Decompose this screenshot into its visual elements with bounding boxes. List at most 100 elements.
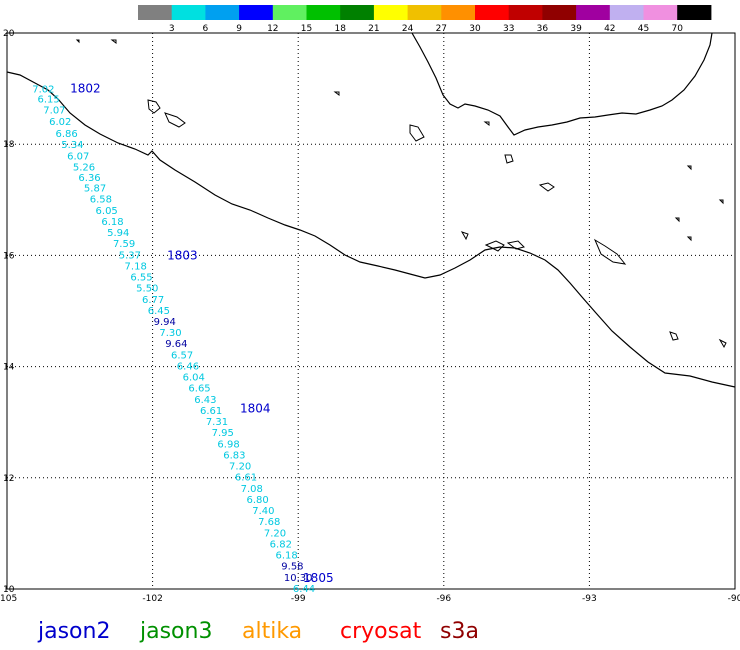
colorbar-swatch	[643, 5, 678, 20]
track-value: 6.05	[96, 206, 118, 217]
track-value: 7.31	[206, 417, 228, 428]
colorbar-swatch	[171, 5, 206, 20]
map-frame	[6, 32, 736, 590]
x-tick-label: -96	[436, 594, 451, 604]
track-value: 6.98	[217, 439, 239, 450]
pass-label: 1802	[70, 82, 101, 96]
colorbar-swatch	[542, 5, 577, 20]
track-value: 6.04	[183, 373, 205, 384]
colorbar-tick-label: 9	[236, 24, 242, 34]
track-value: 7.40	[252, 506, 274, 517]
colorbar-swatch	[306, 5, 341, 20]
track-value: 7.08	[241, 484, 263, 495]
pass-labels: 1802 1803 1804 1805	[70, 82, 334, 585]
track-value: 6.80	[246, 495, 268, 506]
x-tick-label: -105	[0, 594, 17, 604]
track-value: 6.43	[194, 395, 216, 406]
track-value: 6.65	[188, 384, 210, 395]
legend-item-cryosat: cryosat	[340, 619, 422, 644]
wave-height-colorbar	[138, 5, 712, 20]
colorbar-swatch	[205, 5, 240, 20]
track-value: 7.18	[125, 261, 147, 272]
track-value: 7.07	[43, 106, 65, 117]
y-tick-label: 16	[3, 251, 15, 261]
pass-label: 1804	[240, 401, 271, 415]
track-value: 9.64	[165, 339, 187, 350]
x-tick-label: -93	[582, 594, 597, 604]
colorbar-tick-label: 3	[169, 24, 175, 34]
track-value: 6.77	[142, 295, 164, 306]
track-value: 7.95	[212, 428, 234, 439]
colorbar-tick-label: 36	[537, 24, 549, 34]
track-value: 6.58	[90, 195, 112, 206]
track-value: 6.86	[55, 129, 77, 140]
legend-item-altika: altika	[242, 619, 302, 644]
track-value: 6.18	[275, 551, 297, 562]
track-value: 7.30	[159, 328, 181, 339]
colorbar-swatch	[475, 5, 510, 20]
colorbar-tick-labels: 3 6 9 12 15 18 21 24 27 30 33 36 39 42 45 70	[169, 24, 683, 34]
coastline-pacific	[6, 71, 736, 388]
track-value: 9.58	[281, 562, 303, 573]
colorbar-swatch	[407, 5, 442, 20]
colorbar-swatch	[272, 5, 307, 20]
legend-item-s3a: s3a	[440, 619, 479, 644]
coastline-gulf	[411, 32, 713, 136]
track-value: 6.15	[37, 95, 59, 106]
track-value: 7.68	[258, 517, 280, 528]
track-value: 6.07	[67, 151, 89, 162]
y-tick-label: 14	[3, 363, 15, 373]
track-value: 5.37	[119, 250, 141, 261]
track-value: 9.94	[154, 317, 176, 328]
colorbar-swatch	[138, 5, 173, 20]
track-value: 5.34	[61, 140, 83, 151]
track-value: 7.20	[229, 462, 251, 473]
graticule	[7, 33, 735, 589]
legend-item-jason2: jason2	[37, 619, 110, 644]
colorbar-tick-label: 18	[334, 24, 346, 34]
track-value: 6.18	[101, 217, 123, 228]
track-value: 5.87	[84, 184, 106, 195]
track-value: 6.45	[148, 306, 170, 317]
track-value: 7.20	[264, 528, 286, 539]
coastline	[6, 32, 736, 388]
colorbar-tick-label: 30	[469, 24, 481, 34]
colorbar-swatch	[576, 5, 611, 20]
track-value: 6.83	[223, 450, 245, 461]
colorbar-tick-label: 45	[638, 24, 649, 34]
colorbar-swatch	[508, 5, 543, 20]
track-value: 7.02	[32, 85, 54, 96]
colorbar-swatch	[340, 5, 375, 20]
y-tick-label: 18	[3, 140, 15, 150]
track-value: 5.50	[136, 284, 158, 295]
track-value: 6.36	[78, 173, 100, 184]
pass-label: 1803	[167, 248, 198, 262]
satellite-legend: jason2 jason3 altika cryosat s3a	[37, 619, 479, 644]
colorbar-swatch	[373, 5, 409, 20]
y-tick-label: 10	[3, 585, 15, 595]
colorbar-tick-label: 21	[368, 24, 379, 34]
colorbar-tick-label: 70	[671, 24, 683, 34]
track-value: 6.02	[49, 117, 71, 128]
colorbar-tick-label: 6	[203, 24, 209, 34]
colorbar-tick-label: 33	[503, 24, 514, 34]
colorbar-tick-label: 24	[402, 24, 414, 34]
track-values: 7.026.157.076.026.865.346.075.266.365.87…	[32, 85, 315, 595]
x-tick-label: -102	[142, 594, 162, 604]
track-value: 6.61	[200, 406, 222, 417]
colorbar-tick-label: 27	[436, 24, 447, 34]
track-value: 6.82	[270, 539, 292, 550]
colorbar-tick-label: 39	[570, 24, 582, 34]
pass-label: 1805	[303, 571, 334, 585]
colorbar-tick-label: 42	[604, 24, 615, 34]
track-value: 6.61	[235, 473, 257, 484]
colorbar-swatch	[239, 5, 274, 20]
track-value: 5.94	[107, 228, 129, 239]
colorbar-swatch	[677, 5, 712, 20]
y-tick-label: 12	[3, 474, 14, 484]
colorbar-tick-label: 15	[301, 24, 312, 34]
track-value: 6.55	[130, 273, 152, 284]
x-tick-label: -90	[728, 594, 740, 604]
colorbar-swatch	[441, 5, 476, 20]
